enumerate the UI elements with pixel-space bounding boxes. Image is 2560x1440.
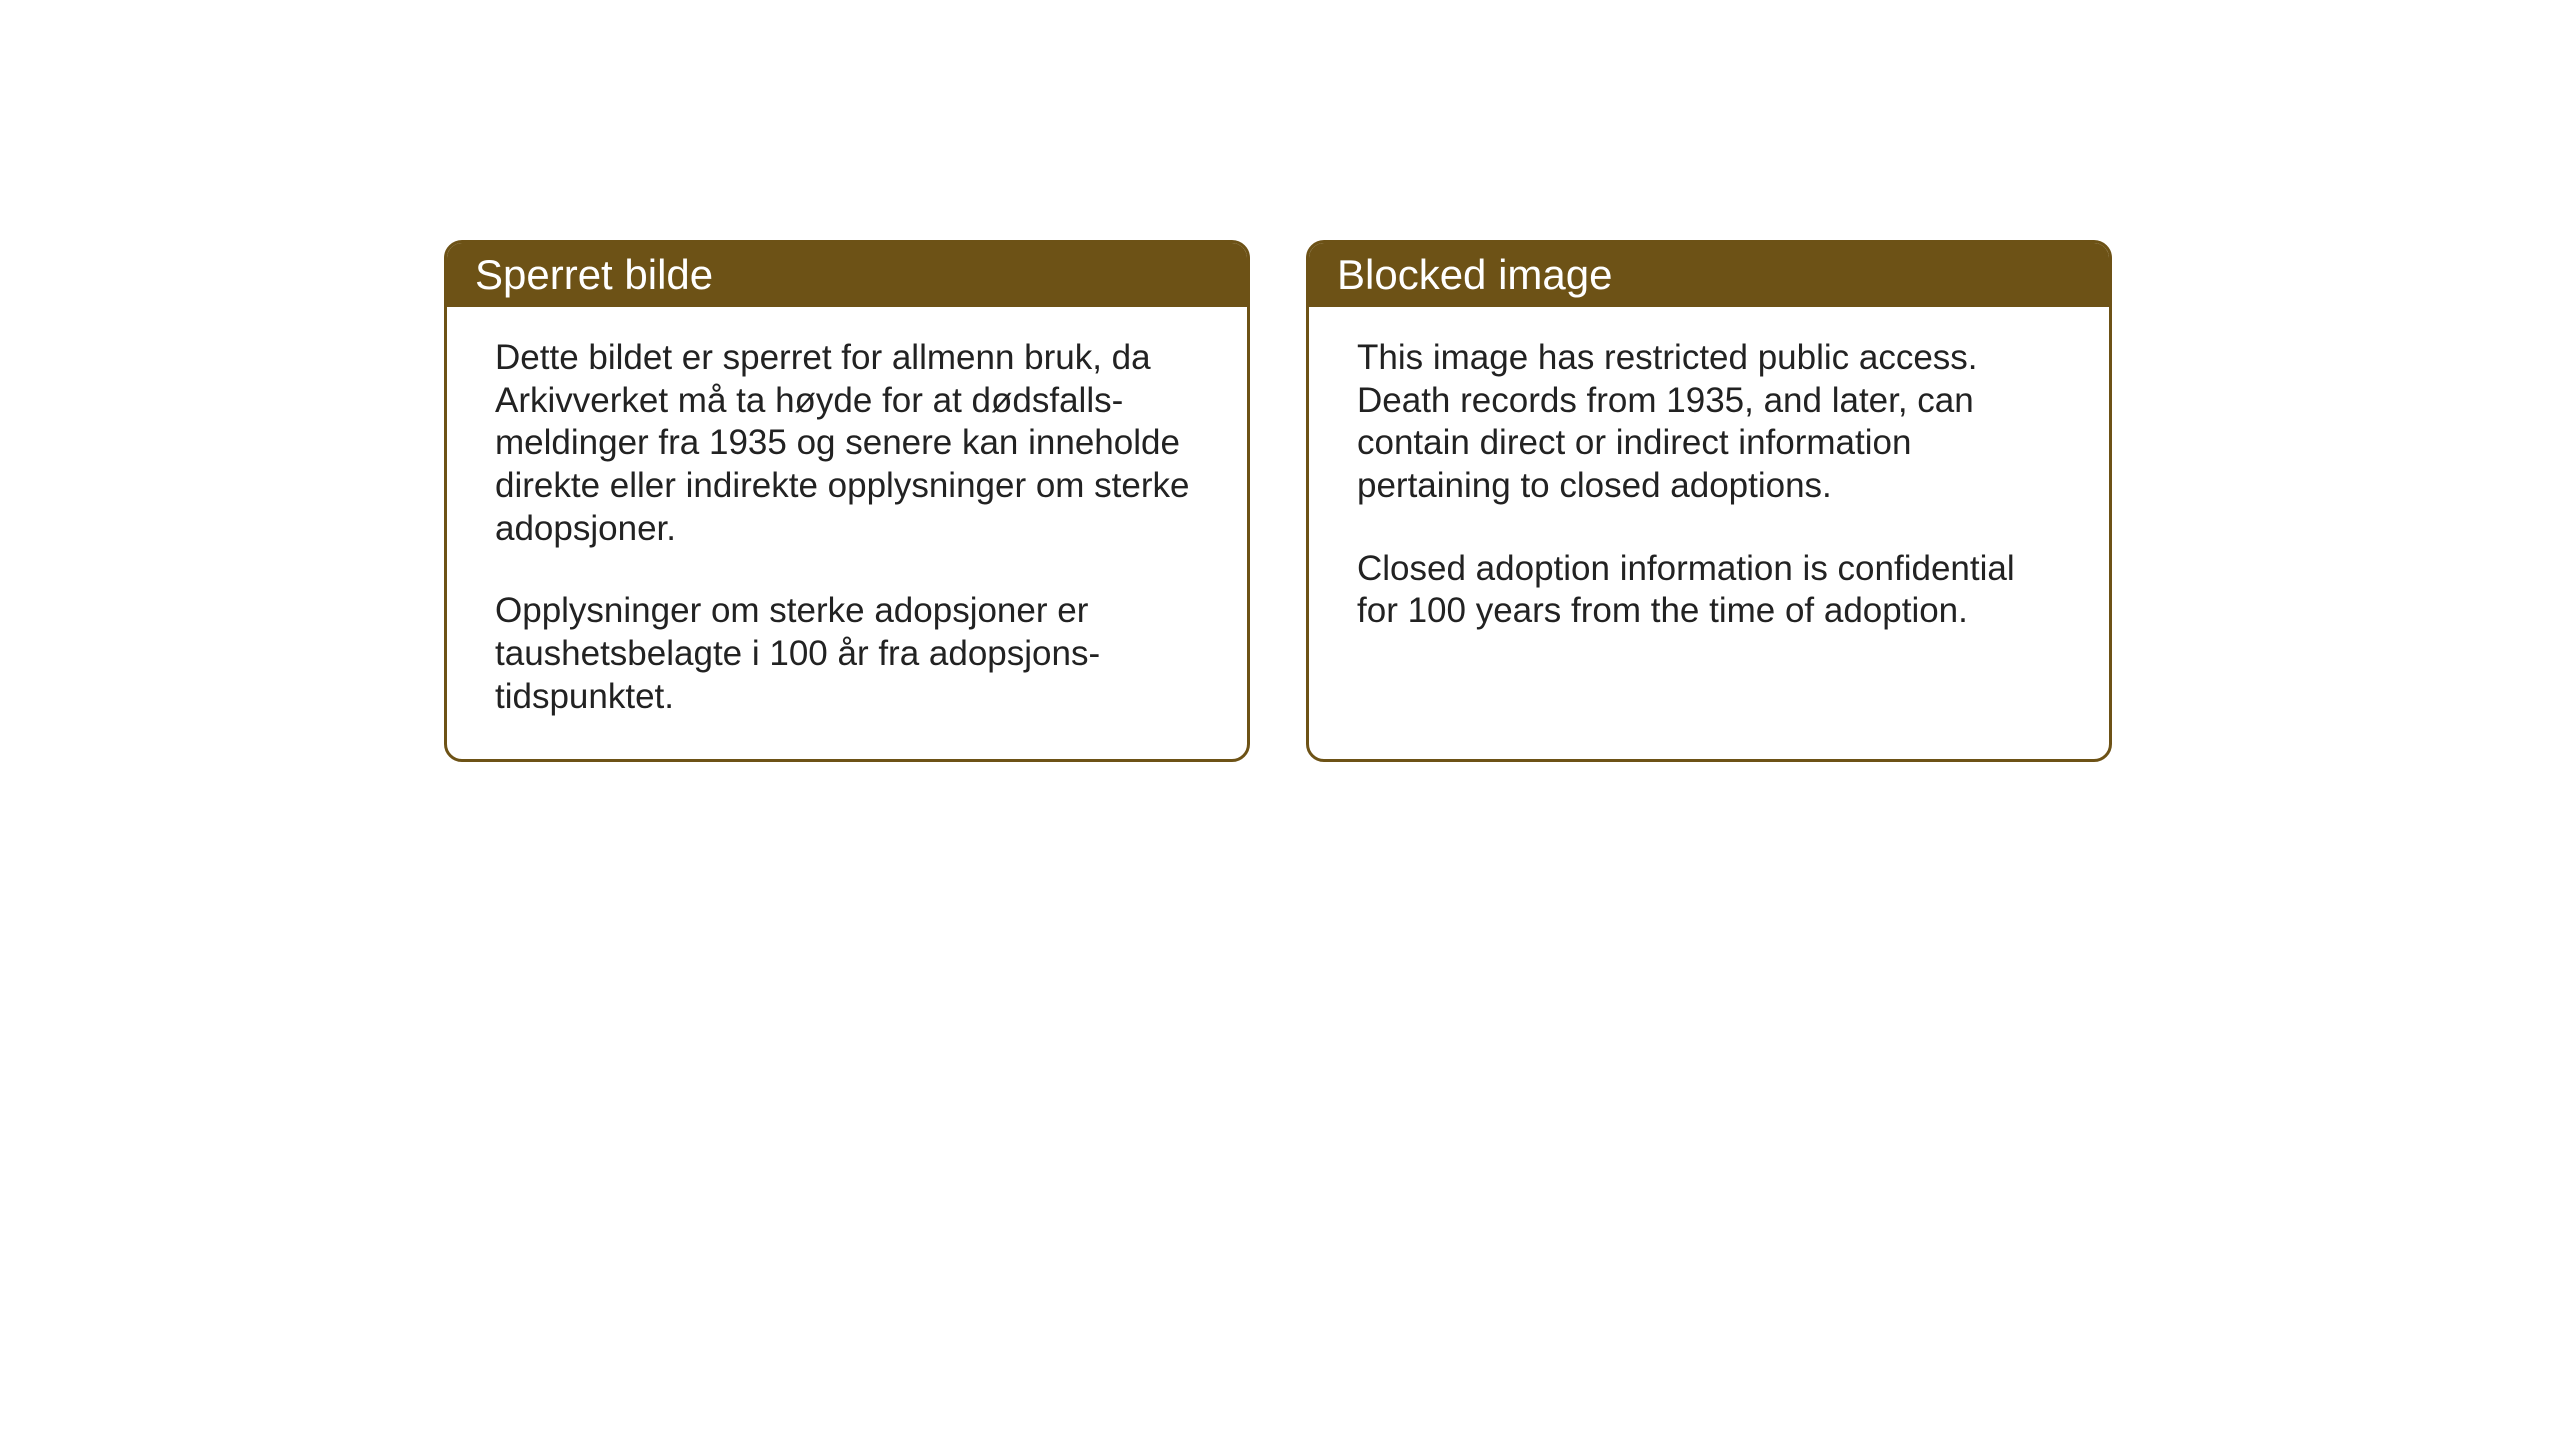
card-paragraph: Dette bildet er sperret for allmenn bruk… <box>495 337 1199 550</box>
card-body-norwegian: Dette bildet er sperret for allmenn bruk… <box>447 307 1247 759</box>
card-body-english: This image has restricted public access.… <box>1309 307 2109 712</box>
card-paragraph: Closed adoption information is confident… <box>1357 548 2061 633</box>
card-paragraph: Opplysninger om sterke adopsjoner er tau… <box>495 590 1199 718</box>
card-english: Blocked image This image has restricted … <box>1306 240 2112 762</box>
card-norwegian: Sperret bilde Dette bildet er sperret fo… <box>444 240 1250 762</box>
card-header-english: Blocked image <box>1309 243 2109 307</box>
card-paragraph: This image has restricted public access.… <box>1357 337 2061 508</box>
card-header-norwegian: Sperret bilde <box>447 243 1247 307</box>
cards-container: Sperret bilde Dette bildet er sperret fo… <box>444 240 2112 762</box>
